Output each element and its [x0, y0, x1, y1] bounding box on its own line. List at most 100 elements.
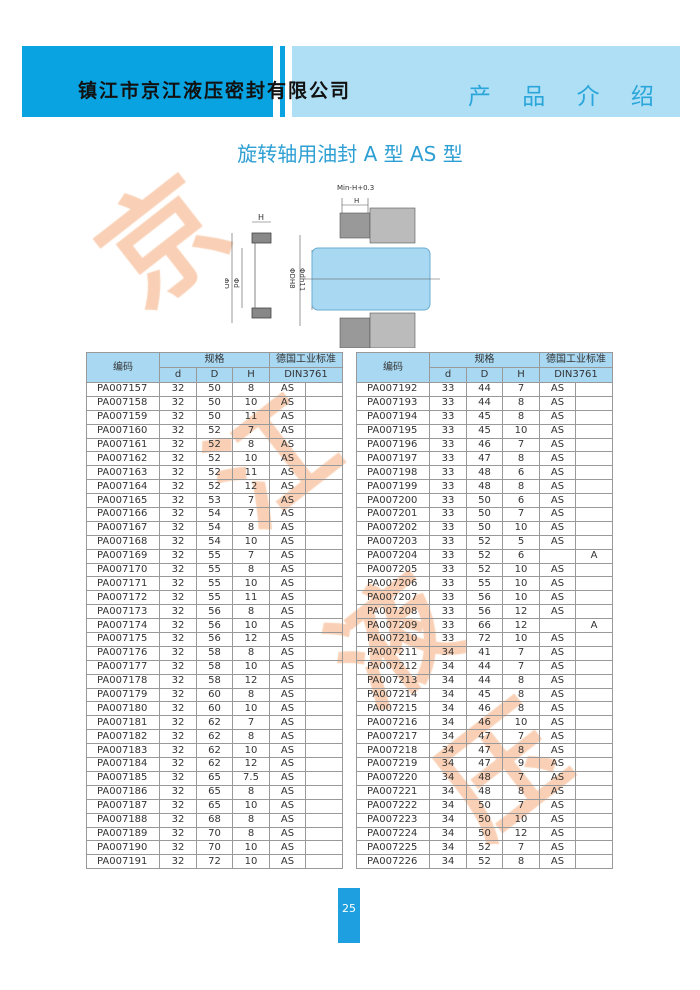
- cell-code: PA007226: [356, 854, 430, 870]
- cell-H: 7: [232, 507, 270, 522]
- cell-D: 60: [196, 687, 233, 703]
- cell-code: PA007211: [356, 645, 430, 661]
- cell-a: [575, 409, 613, 425]
- cell-a: [305, 451, 343, 467]
- cell-H: 6: [502, 465, 540, 481]
- cell-code: PA007177: [86, 659, 160, 675]
- cell-d: 32: [159, 382, 197, 397]
- cell-as: AS: [539, 562, 576, 578]
- cell-code: PA007207: [356, 590, 430, 606]
- cell-d: 32: [159, 576, 197, 592]
- cell-a: A: [575, 548, 613, 564]
- table-row: PA007200 33 50 6 AS: [356, 493, 613, 509]
- cell-code: PA007208: [356, 604, 430, 620]
- seal-diagram: H ΦD Φd Min-H+0.3 H ΦDH8 Φdh11: [225, 184, 440, 348]
- cell-D: 44: [466, 673, 503, 689]
- cell-as: AS: [269, 798, 306, 814]
- cell-code: PA007180: [86, 701, 160, 717]
- table-row: PA007179 32 60 8 AS: [86, 687, 343, 703]
- cell-a: [575, 479, 613, 495]
- cell-code: PA007191: [86, 854, 160, 870]
- table-row: PA007159 32 50 11 AS: [86, 409, 343, 425]
- cell-d: 33: [429, 618, 467, 634]
- cell-as: AS: [269, 562, 306, 578]
- cell-as: AS: [539, 757, 576, 772]
- table-row: PA007219 34 47 9 AS: [356, 757, 613, 772]
- cell-H: 8: [502, 479, 540, 495]
- cell-as: AS: [539, 382, 576, 397]
- cell-d: 32: [159, 659, 197, 675]
- cell-d: 34: [429, 812, 467, 828]
- cell-H: 8: [232, 784, 270, 800]
- cell-a: [305, 409, 343, 425]
- table-row: PA007215 34 46 8 AS: [356, 701, 613, 717]
- cell-d: 34: [429, 798, 467, 814]
- cell-code: PA007201: [356, 507, 430, 522]
- cell-d: 33: [429, 534, 467, 550]
- cell-d: 32: [159, 729, 197, 745]
- cell-D: 62: [196, 729, 233, 745]
- cell-as: AS: [539, 812, 576, 828]
- cell-a: [305, 673, 343, 689]
- cell-a: [305, 770, 343, 786]
- table-row: PA007209 33 66 12 A: [356, 618, 613, 634]
- cell-H: 10: [232, 840, 270, 856]
- cell-D: 62: [196, 743, 233, 759]
- spec-table-right: 编码 规格 德国工业标准 d D H DIN3761 PA007192 33 44 7 A…: [356, 352, 613, 870]
- cell-H: 7: [232, 423, 270, 439]
- table-row: PA007185 32 65 7.5 AS: [86, 770, 343, 786]
- cell-H: 12: [232, 673, 270, 689]
- cell-a: [575, 382, 613, 397]
- cell-as: AS: [539, 854, 576, 870]
- cell-D: 45: [466, 423, 503, 439]
- table-row: PA007168 32 54 10 AS: [86, 534, 343, 550]
- cell-code: PA007165: [86, 493, 160, 509]
- cell-H: 7: [502, 729, 540, 745]
- cell-as: AS: [269, 534, 306, 550]
- cell-a: [575, 673, 613, 689]
- cell-code: PA007203: [356, 534, 430, 550]
- cell-code: PA007202: [356, 520, 430, 536]
- cell-a: [305, 437, 343, 453]
- cell-code: PA007173: [86, 604, 160, 620]
- page-number: 25: [338, 888, 360, 943]
- table-row: PA007197 33 47 8 AS: [356, 451, 613, 467]
- section-title: 产 品 介 绍: [468, 84, 666, 110]
- cell-code: PA007220: [356, 770, 430, 786]
- cell-D: 56: [466, 604, 503, 620]
- cell-D: 53: [196, 493, 233, 509]
- cell-D: 56: [196, 632, 233, 647]
- cell-as: AS: [539, 826, 576, 842]
- cell-a: [305, 784, 343, 800]
- cell-code: PA007157: [86, 382, 160, 397]
- cell-d: 33: [429, 507, 467, 522]
- cell-D: 48: [466, 479, 503, 495]
- cell-code: PA007175: [86, 632, 160, 647]
- table-row: PA007204 33 52 6 A: [356, 548, 613, 564]
- cell-a: [305, 659, 343, 675]
- cell-H: 5: [502, 534, 540, 550]
- cell-H: 7: [502, 645, 540, 661]
- cell-H: 10: [502, 590, 540, 606]
- cell-a: [575, 770, 613, 786]
- cell-code: PA007213: [356, 673, 430, 689]
- cell-H: 9: [502, 757, 540, 772]
- cell-H: 8: [232, 729, 270, 745]
- table-row: PA007162 32 52 10 AS: [86, 451, 343, 467]
- cell-as: AS: [269, 493, 306, 509]
- cell-code: PA007161: [86, 437, 160, 453]
- cell-a: [575, 826, 613, 842]
- cell-d: 32: [159, 451, 197, 467]
- cell-a: [575, 534, 613, 550]
- cell-code: PA007167: [86, 520, 160, 536]
- cell-D: 48: [466, 465, 503, 481]
- table-row: PA007176 32 58 8 AS: [86, 645, 343, 661]
- cell-d: 32: [159, 548, 197, 564]
- diagram-label-min: Min-H+0.3: [337, 184, 374, 192]
- company-name: 镇江市京江液压密封有限公司: [78, 80, 352, 102]
- table-row: PA007218 34 47 8 AS: [356, 743, 613, 759]
- cell-a: [575, 854, 613, 870]
- diagram-label-h: H: [258, 213, 264, 222]
- cell-d: 34: [429, 784, 467, 800]
- cell-as: AS: [539, 409, 576, 425]
